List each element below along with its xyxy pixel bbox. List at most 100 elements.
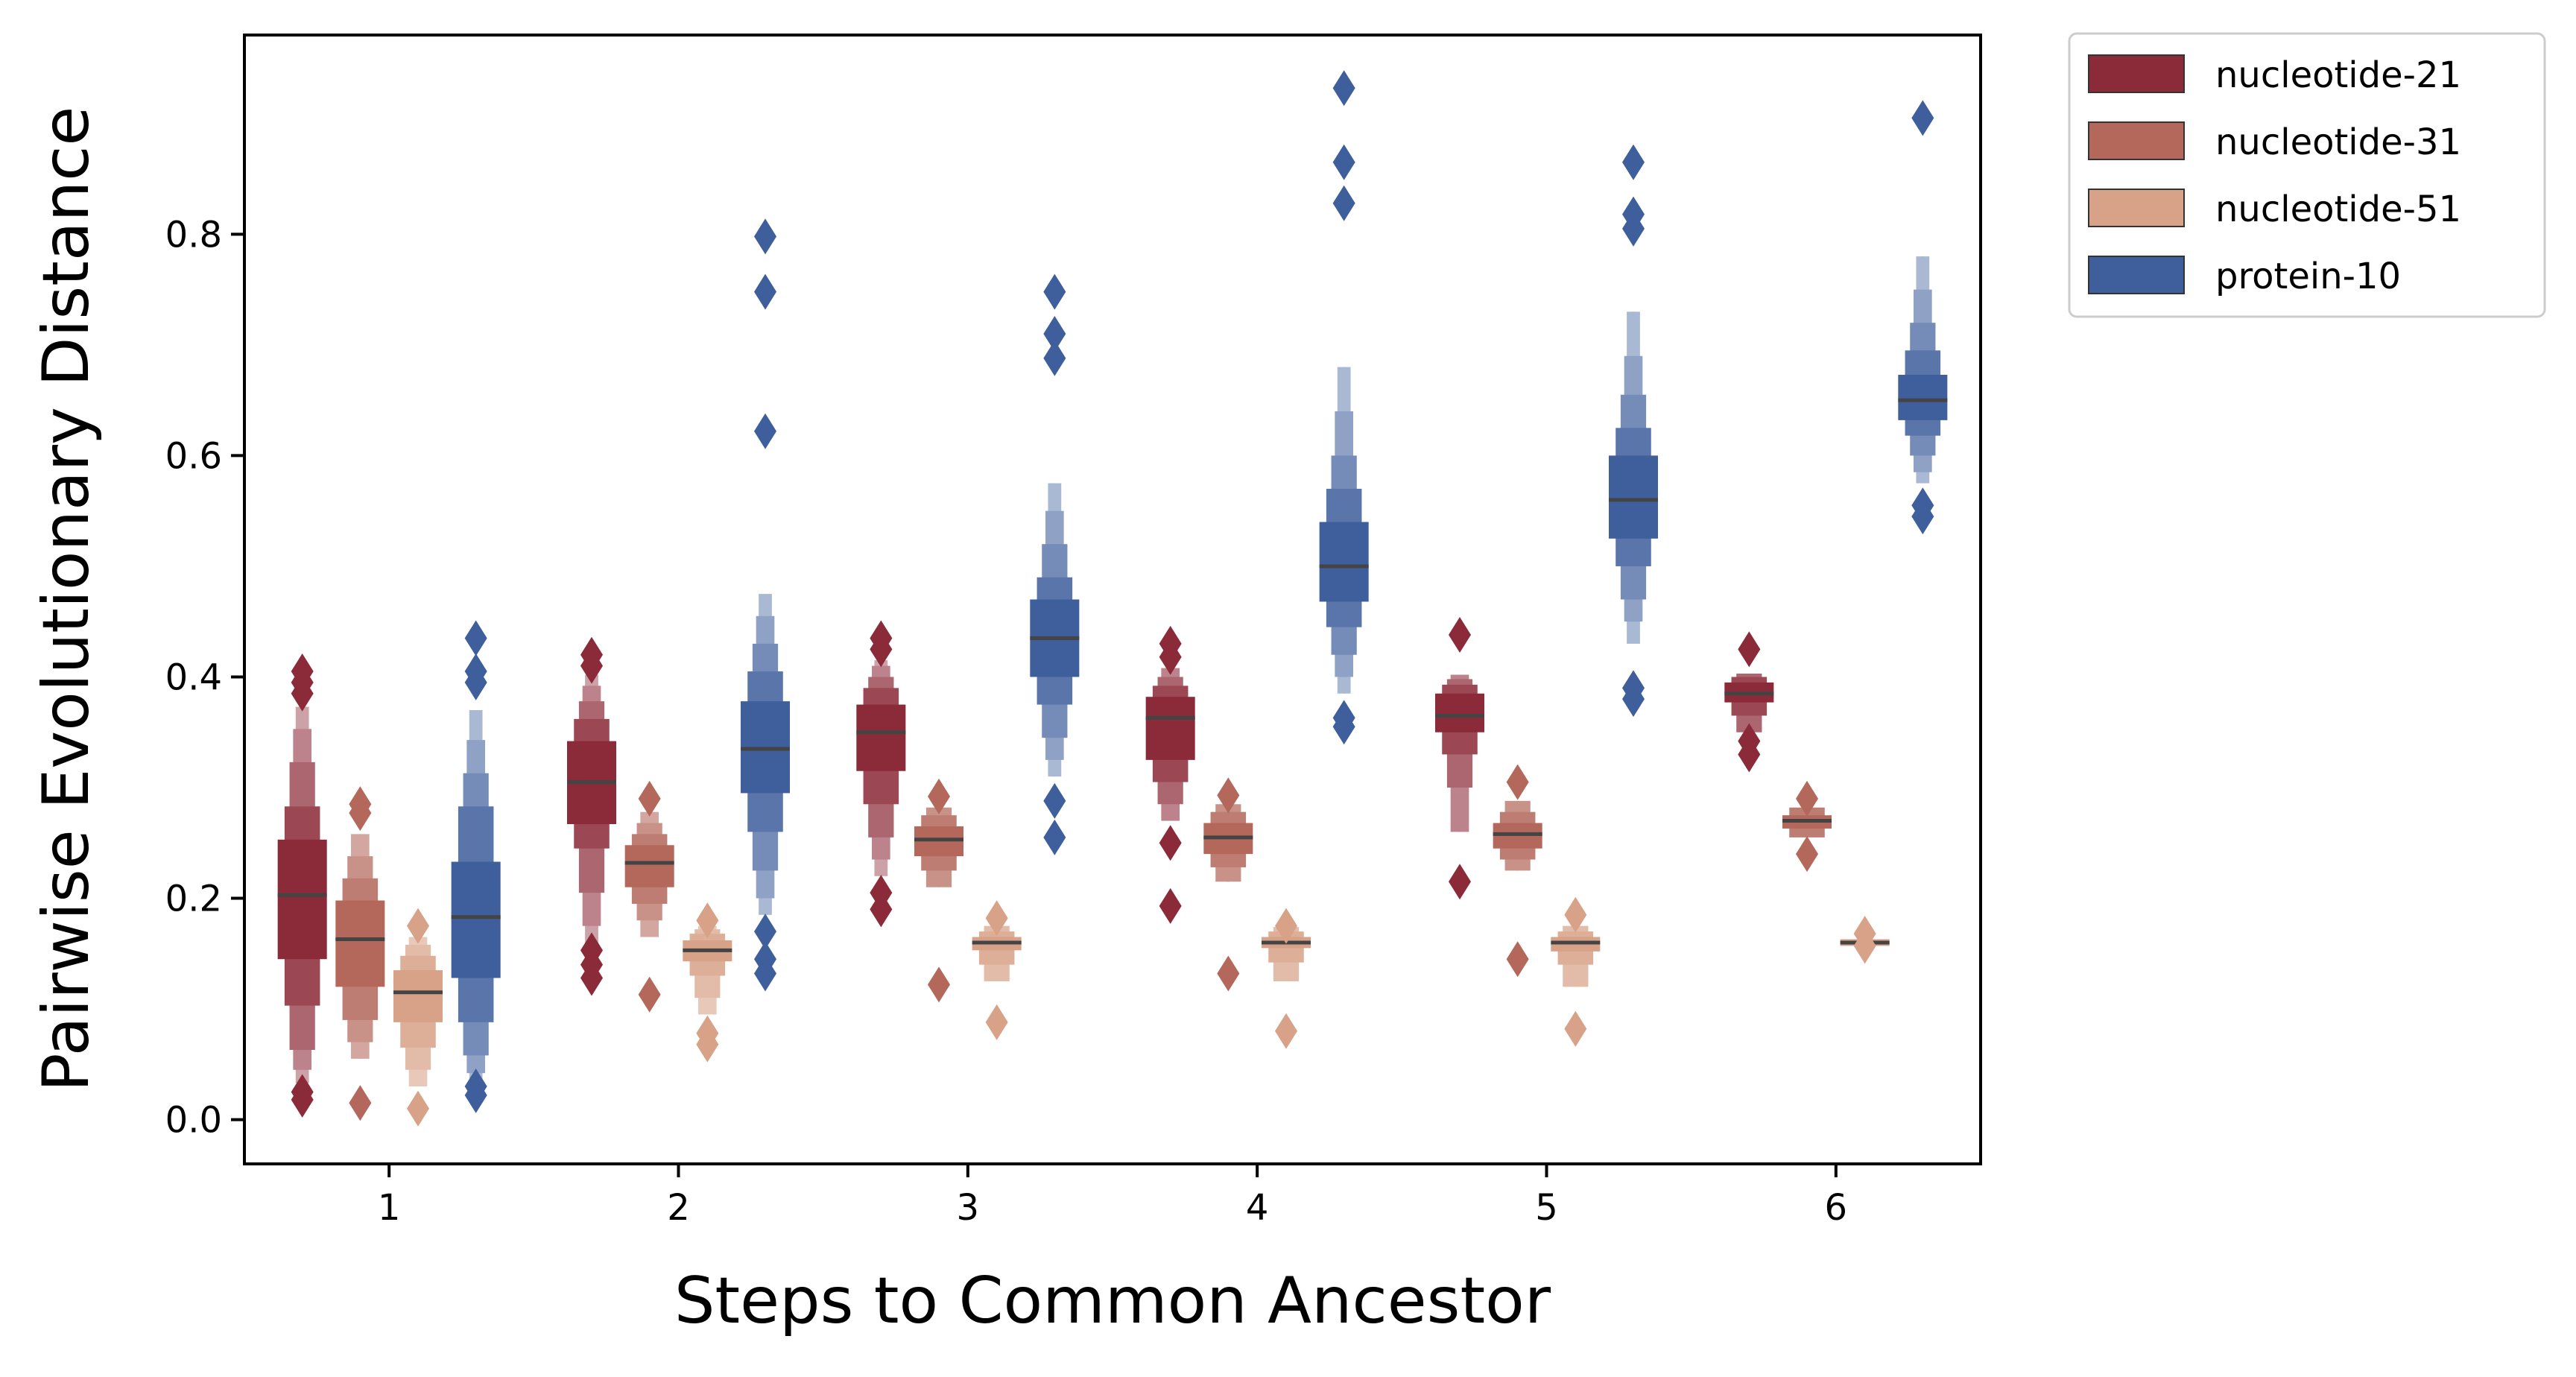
outlier-point (1622, 196, 1645, 232)
outlier-point (1043, 782, 1066, 819)
legend-swatch (2088, 189, 2185, 227)
legend: nucleotide-21 nucleotide-31 nucleotide-51 p… (2068, 32, 2546, 318)
outlier-point (1911, 498, 1934, 535)
legend-swatch (2088, 121, 2185, 160)
outlier-point (580, 960, 603, 996)
outlier-point (1564, 896, 1587, 933)
outlier-point (407, 908, 429, 944)
outlier-point (1217, 777, 1240, 814)
legend-label: nucleotide-31 (2215, 121, 2461, 163)
y-tick-label: 0.6 (165, 435, 222, 477)
outlier-point (1332, 185, 1355, 221)
outlier-point (754, 955, 776, 992)
outlier-point (638, 780, 661, 817)
boxen-box (277, 839, 327, 960)
outlier-point (985, 900, 1008, 937)
outlier-point (1622, 681, 1645, 718)
outlier-point (754, 914, 776, 950)
outlier-point (1449, 617, 1471, 653)
outlier-point (870, 891, 893, 928)
y-tick-label: 0.8 (165, 214, 222, 256)
boxen-box (1898, 374, 1948, 420)
y-axis-label: Pairwise Evolutionary Distance (29, 107, 104, 1092)
outlier-point (1796, 836, 1818, 873)
outlier-point (754, 273, 776, 310)
x-axis-label: Steps to Common Ancestor (674, 1264, 1551, 1338)
plot-area (277, 70, 1948, 1127)
outlier-point (1622, 144, 1645, 180)
outlier-point (1043, 819, 1066, 855)
outlier-point (754, 413, 776, 449)
legend-swatch (2088, 256, 2185, 294)
boxen-box (856, 704, 906, 771)
x-tick-label: 2 (667, 1187, 690, 1229)
boxen-box (1145, 697, 1195, 760)
x-tick-label: 3 (957, 1187, 980, 1229)
boxen-box (335, 900, 385, 987)
boxen-box (624, 845, 674, 887)
outlier-point (1159, 825, 1182, 861)
boxen-box (1434, 693, 1485, 732)
outlier-point (407, 1090, 429, 1127)
outlier-point (580, 636, 603, 673)
outlier-point (1853, 928, 1876, 964)
outlier-point (1796, 780, 1818, 817)
outlier-point (928, 966, 950, 1003)
y-tick-label: 0.2 (165, 879, 222, 920)
outlier-point (291, 653, 314, 690)
outlier-point (1159, 887, 1182, 924)
x-axis: 1 2 3 4 5 6 (378, 1164, 1847, 1229)
outlier-point (1332, 70, 1355, 107)
y-tick-label: 0.4 (165, 656, 222, 698)
y-axis: 0.0 0.2 0.4 0.6 0.8 (165, 214, 244, 1142)
legend-swatch (2088, 54, 2185, 93)
boxen-box (1608, 455, 1659, 539)
outlier-point (1332, 709, 1355, 745)
outlier-point (1738, 723, 1761, 759)
outlier-point (349, 1085, 372, 1121)
series-protein-10 (451, 70, 1948, 1113)
outlier-point (1506, 941, 1529, 978)
outlier-point (464, 1077, 487, 1113)
series-nucleotide-21 (277, 617, 1774, 1118)
outlier-point (349, 786, 372, 823)
outlier-point (1043, 316, 1066, 352)
legend-frame (2068, 32, 2546, 318)
outlier-point (1332, 144, 1355, 180)
series-nucleotide-31 (335, 764, 1832, 1121)
boxen-box (393, 970, 443, 1022)
outlier-point (1275, 1013, 1297, 1049)
outlier-point (1506, 764, 1529, 800)
x-tick-label: 5 (1535, 1187, 1558, 1229)
outlier-point (1043, 340, 1066, 376)
outlier-point (638, 976, 661, 1013)
outlier-point (1275, 908, 1297, 944)
boxen-box (451, 861, 501, 978)
outlier-point (1043, 273, 1066, 310)
outlier-point (1449, 864, 1471, 900)
outlier-point (1564, 1010, 1587, 1047)
x-tick-label: 1 (378, 1187, 401, 1229)
outlier-point (464, 653, 487, 690)
outlier-point (928, 778, 950, 814)
x-tick-label: 6 (1825, 1187, 1848, 1229)
axes-frame (243, 34, 1982, 1165)
series-nucleotide-51 (393, 896, 1890, 1127)
outlier-point (1911, 100, 1934, 136)
outlier-point (464, 620, 487, 656)
outlier-point (1159, 625, 1182, 662)
outlier-point (985, 1004, 1008, 1040)
boxen-box (1319, 522, 1369, 602)
outlier-point (1217, 955, 1240, 992)
outlier-point (1738, 631, 1761, 668)
outlier-point (696, 1026, 719, 1063)
legend-label: nucleotide-51 (2215, 189, 2461, 230)
y-tick-label: 0.0 (165, 1100, 222, 1142)
outlier-point (291, 1074, 314, 1110)
x-tick-label: 4 (1246, 1187, 1269, 1229)
outlier-point (696, 902, 719, 939)
outlier-point (754, 218, 776, 255)
legend-label: nucleotide-21 (2215, 54, 2461, 96)
legend-label: protein-10 (2215, 256, 2401, 297)
